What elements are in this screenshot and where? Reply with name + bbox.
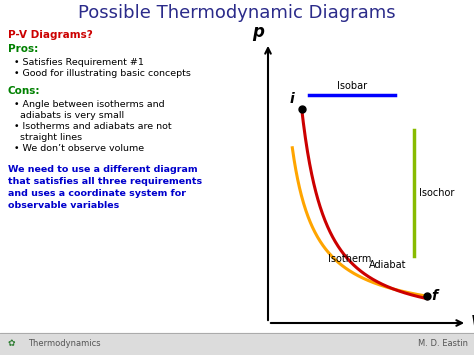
Text: • Satisfies Requirement #1: • Satisfies Requirement #1 [14,58,144,67]
Text: f: f [431,289,437,303]
Text: straight lines: straight lines [14,133,82,142]
Text: • Good for illustrating basic concepts: • Good for illustrating basic concepts [14,69,191,78]
Text: Thermodynamics: Thermodynamics [28,339,100,349]
Text: i: i [290,92,295,105]
Text: • We don’t observe volume: • We don’t observe volume [14,144,144,153]
Text: p: p [252,23,264,41]
Text: We need to use a different diagram: We need to use a different diagram [8,165,198,174]
Text: Possible Thermodynamic Diagrams: Possible Thermodynamic Diagrams [78,4,396,22]
Text: P-V Diagrams?: P-V Diagrams? [8,30,93,40]
Text: that satisfies all three requirements: that satisfies all three requirements [8,177,202,186]
Text: Isobar: Isobar [337,81,367,91]
Text: Isochor: Isochor [419,188,454,198]
Text: Adiabat: Adiabat [368,260,406,270]
Bar [0,333,474,355]
Text: • Angle between isotherms and: • Angle between isotherms and [14,100,164,109]
Text: • Isotherms and adiabats are not: • Isotherms and adiabats are not [14,122,172,131]
Text: V: V [471,314,474,332]
Text: ✿: ✿ [8,339,16,349]
Text: and uses a coordinate system for: and uses a coordinate system for [8,189,186,198]
Text: adiabats is very small: adiabats is very small [14,111,124,120]
Text: observable variables: observable variables [8,201,119,210]
Text: Pros:: Pros: [8,44,38,54]
Text: Cons:: Cons: [8,86,40,96]
Text: Isotherm: Isotherm [328,254,372,264]
Text: M. D. Eastin: M. D. Eastin [418,339,468,349]
